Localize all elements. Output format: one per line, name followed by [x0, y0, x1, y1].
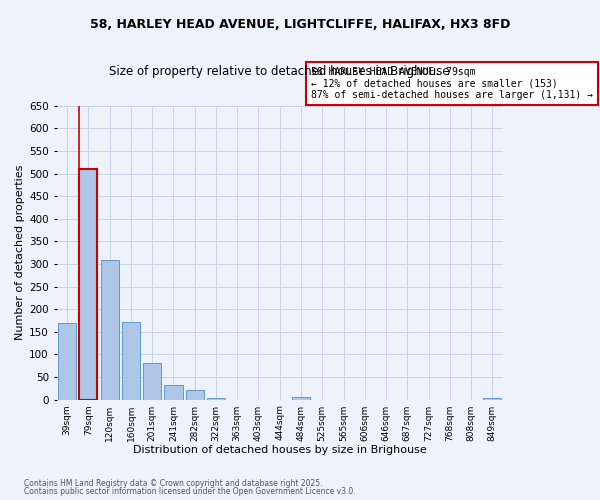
Text: 58, HARLEY HEAD AVENUE, LIGHTCLIFFE, HALIFAX, HX3 8FD: 58, HARLEY HEAD AVENUE, LIGHTCLIFFE, HAL… [90, 18, 510, 30]
Bar [185, 390, 204, 400]
Bar [164, 384, 182, 400]
Y-axis label: Number of detached properties: Number of detached properties [15, 165, 25, 340]
Text: 58 HARLEY HEAD AVENUE: 79sqm
← 12% of detached houses are smaller (153)
87% of s: 58 HARLEY HEAD AVENUE: 79sqm ← 12% of de… [311, 67, 593, 100]
Title: Size of property relative to detached houses in Brighouse: Size of property relative to detached ho… [109, 66, 450, 78]
Bar [143, 362, 161, 400]
Bar [122, 322, 140, 400]
X-axis label: Distribution of detached houses by size in Brighouse: Distribution of detached houses by size … [133, 445, 427, 455]
Bar [207, 398, 225, 400]
Bar [79, 169, 97, 400]
Bar [101, 260, 119, 400]
Text: Contains public sector information licensed under the Open Government Licence v3: Contains public sector information licen… [24, 487, 356, 496]
Bar [483, 398, 502, 400]
Bar [58, 323, 76, 400]
Text: Contains HM Land Registry data © Crown copyright and database right 2025.: Contains HM Land Registry data © Crown c… [24, 478, 323, 488]
Bar [292, 398, 310, 400]
